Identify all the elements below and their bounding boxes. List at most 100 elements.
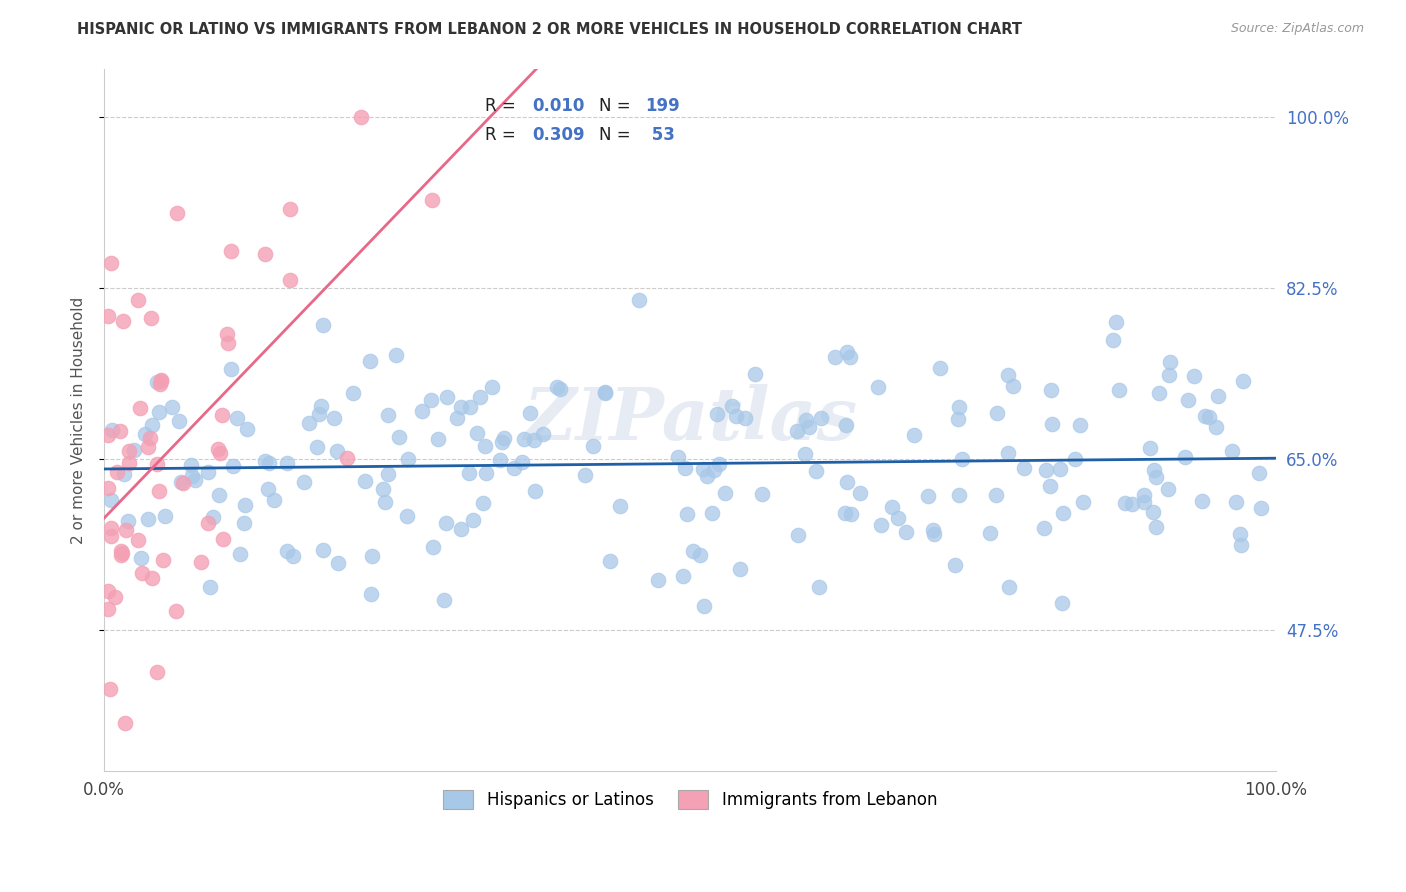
Text: N =: N =	[599, 127, 636, 145]
Point	[1133, 488, 1156, 502]
Point	[950, 452, 973, 467]
Point	[666, 450, 689, 464]
Point	[1035, 463, 1057, 477]
Text: N =: N =	[599, 97, 636, 115]
Point	[512, 455, 534, 469]
Point	[1249, 466, 1271, 480]
Point	[215, 327, 238, 342]
Text: R =: R =	[485, 127, 522, 145]
Point	[208, 488, 231, 502]
Point	[308, 407, 330, 421]
Point	[1182, 368, 1205, 383]
Point	[725, 409, 748, 423]
Point	[100, 492, 122, 507]
Point	[1149, 386, 1171, 401]
Point	[472, 496, 495, 510]
Point	[676, 507, 699, 521]
Point	[323, 411, 346, 425]
Point	[97, 309, 120, 323]
Point	[342, 386, 364, 401]
Point	[1225, 495, 1247, 509]
Point	[457, 466, 479, 480]
Point	[169, 475, 191, 489]
Point	[1105, 315, 1128, 329]
Point	[465, 425, 488, 440]
Point	[1049, 461, 1071, 475]
Point	[1033, 521, 1056, 535]
Point	[377, 467, 399, 481]
Point	[696, 468, 718, 483]
Point	[219, 244, 242, 258]
Point	[461, 513, 484, 527]
Point	[1001, 379, 1024, 393]
Point	[1230, 538, 1253, 552]
Point	[692, 462, 714, 476]
Point	[166, 206, 188, 220]
Point	[136, 512, 159, 526]
Point	[145, 457, 167, 471]
Point	[411, 404, 433, 418]
Point	[574, 467, 596, 482]
Point	[150, 375, 173, 389]
Point	[797, 420, 820, 434]
Point	[1040, 417, 1063, 432]
Point	[1157, 368, 1180, 383]
Point	[986, 406, 1008, 420]
Point	[388, 430, 411, 444]
Point	[1157, 482, 1180, 496]
Point	[183, 473, 205, 487]
Point	[841, 507, 863, 521]
Point	[112, 314, 135, 328]
Point	[806, 464, 828, 478]
Point	[138, 440, 160, 454]
Point	[211, 408, 233, 422]
Point	[180, 469, 202, 483]
Point	[546, 380, 568, 394]
Point	[887, 511, 910, 525]
Point	[703, 463, 725, 477]
Point	[943, 558, 966, 573]
Point	[198, 580, 221, 594]
Point	[1191, 494, 1213, 508]
Point	[180, 458, 202, 473]
Point	[948, 488, 970, 502]
Point	[997, 446, 1019, 460]
Point	[278, 273, 301, 287]
Point	[519, 406, 541, 420]
Point	[122, 442, 145, 457]
Point	[145, 665, 167, 680]
Point	[492, 431, 515, 445]
Point	[127, 533, 149, 547]
Point	[129, 550, 152, 565]
Point	[219, 362, 242, 376]
Point	[433, 593, 456, 607]
Point	[835, 417, 858, 432]
Text: R =: R =	[485, 97, 522, 115]
Point	[254, 246, 277, 260]
Point	[101, 423, 124, 437]
Point	[810, 410, 832, 425]
Point	[1250, 500, 1272, 515]
Point	[141, 310, 163, 325]
Point	[190, 555, 212, 569]
Point	[834, 506, 856, 520]
Text: 0.010: 0.010	[531, 97, 585, 115]
Point	[434, 516, 457, 530]
Point	[328, 556, 350, 570]
Point	[794, 413, 817, 427]
Point	[350, 111, 373, 125]
Point	[474, 466, 496, 480]
Point	[98, 681, 121, 696]
Point	[979, 525, 1001, 540]
Point	[100, 520, 122, 534]
Point	[283, 549, 305, 563]
Point	[458, 400, 481, 414]
Point	[141, 417, 163, 432]
Point	[929, 361, 952, 376]
Point	[702, 506, 724, 520]
Point	[128, 401, 150, 416]
Point	[793, 447, 815, 461]
Point	[1102, 333, 1125, 347]
Point	[395, 508, 418, 523]
Point	[627, 293, 650, 307]
